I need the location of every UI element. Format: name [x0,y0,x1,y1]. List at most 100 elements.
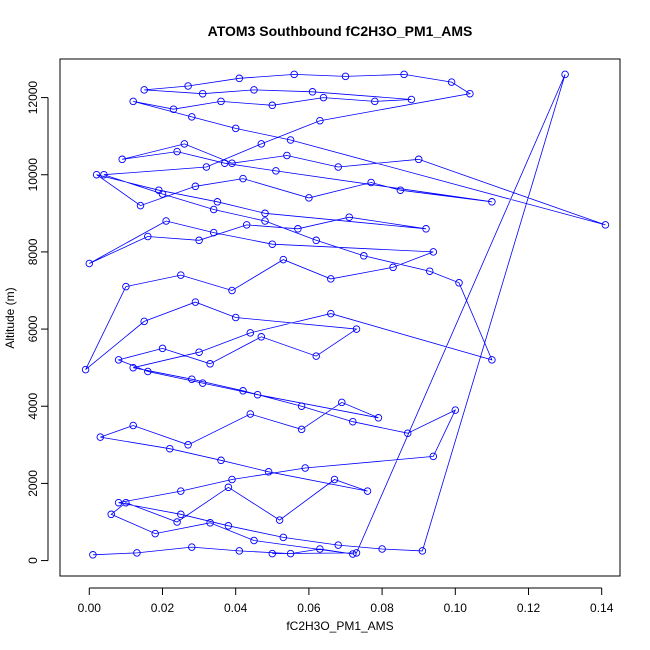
x-tick-label: 0.02 [151,601,175,615]
data-point [297,402,306,410]
data-point [308,88,317,96]
data-point [297,425,306,434]
data-point [396,186,405,194]
data-point [334,541,342,549]
data-point [195,348,203,356]
data-point [305,194,313,202]
data-point [316,545,324,553]
data-point [264,468,273,476]
data-point [327,275,335,283]
data-point [100,170,108,179]
data-point [158,190,167,198]
plot-layer [81,70,610,559]
data-point [195,236,203,245]
data-point [224,522,233,530]
x-tick-label: 0.00 [78,601,102,615]
data-point [389,263,397,272]
data-point [191,298,200,306]
data-point [275,516,284,524]
y-tick-label: 2000 [26,470,40,497]
data-point [330,475,339,484]
data-point [188,113,196,121]
x-tick-label: 0.12 [517,601,541,615]
data-point [198,89,207,98]
data-point [319,93,328,102]
data-point [253,390,262,399]
data-point [414,155,423,164]
data-point [220,159,229,167]
plot-frame [59,58,621,577]
data-point [466,89,474,98]
data-point [451,406,460,414]
y-tick-label: 4000 [26,393,40,420]
data-point [418,547,427,555]
data-point [283,151,291,160]
data-point [177,271,185,279]
data-point [162,217,170,225]
data-point [166,444,174,453]
data-point [85,259,94,268]
y-tick-label: 12000 [26,81,40,115]
axes-layer: 0.00 0.02 0.04 0.06 0.08 0.10 0.12 0.14 0 2000 400… [26,81,614,615]
data-point [422,225,430,233]
data-point [169,105,178,113]
chart-title: ATOM3 Southbound fC2H3O_PM1_AMS [208,23,473,39]
data-point [235,547,244,555]
data-point [206,519,214,527]
data-point [213,198,222,206]
data-point [268,240,277,248]
data-point [140,317,148,326]
data-point [81,365,90,374]
data-point [301,464,309,472]
data-point [378,545,386,553]
x-tick-label: 0.10 [444,601,468,615]
data-point [488,356,496,364]
data-point [312,236,320,245]
data-point [279,255,288,264]
data-point [133,549,141,557]
data-point [268,101,277,110]
data-point [129,421,137,430]
y-tick-label: 0 [26,557,40,564]
y-tick-label: 6000 [26,315,40,342]
data-point [231,124,240,133]
data-point [363,487,372,495]
data-point [188,543,196,551]
data-point [338,398,346,407]
data-point [107,510,115,519]
data-point [217,456,225,465]
data-point [188,375,196,383]
data-point [429,248,438,256]
data-point [261,217,269,225]
data-point [246,329,255,337]
data-point [360,252,368,260]
data-point [290,70,298,79]
data-point [140,86,148,94]
data-point [242,221,251,229]
data-point [235,74,244,83]
data-point [228,475,236,484]
data-point [312,352,320,360]
data-point [184,441,192,449]
data-point [209,205,218,214]
series-line [85,73,606,556]
data-point [228,286,236,295]
data-point [217,97,225,106]
data-point [349,417,357,426]
data-point [352,549,361,557]
y-tick-label: 10000 [26,158,40,192]
data-point [228,159,236,167]
data-point [209,228,218,237]
data-point [206,360,214,368]
x-tick-label: 0.08 [370,601,394,615]
data-point [114,498,123,507]
data-point [122,282,130,291]
data-point [114,356,123,364]
data-point [122,498,130,507]
data-point [144,232,152,241]
data-point [345,213,353,221]
data-point [268,549,277,558]
data-point [488,198,496,206]
data-point [374,414,383,422]
